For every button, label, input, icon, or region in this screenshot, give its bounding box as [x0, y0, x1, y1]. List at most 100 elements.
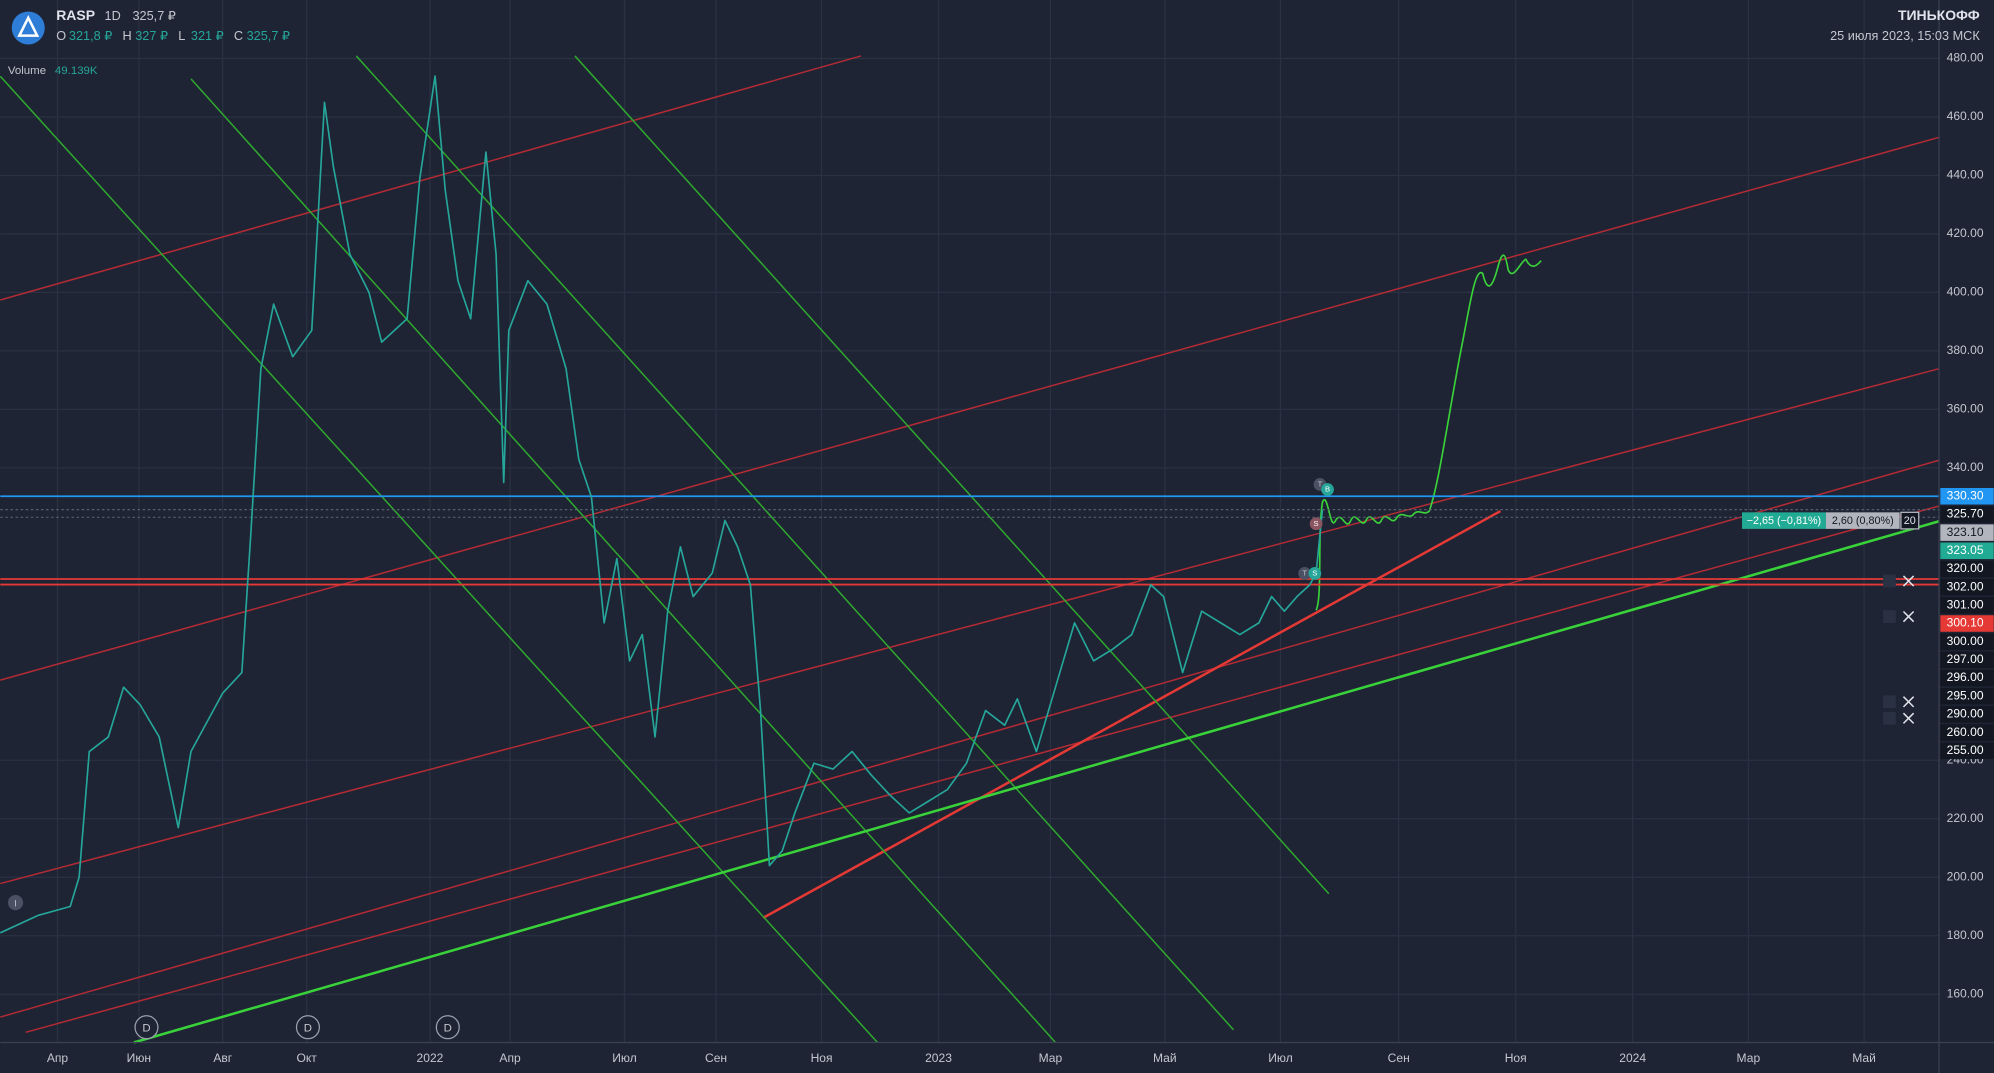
volume-label: Volume: [8, 65, 46, 77]
price-label: 300.10: [1947, 616, 1984, 630]
close-icons[interactable]: [1902, 575, 1915, 724]
pnl-box[interactable]: [1741, 512, 1826, 529]
y-tick-label: 180.00: [1947, 928, 1984, 942]
ohlc-key: C: [234, 28, 243, 43]
x-tick-label: 2023: [925, 1051, 952, 1065]
alerts: [1883, 574, 1915, 725]
info-marker[interactable]: [7, 895, 24, 911]
event-marker-label: D: [142, 1023, 150, 1035]
y-tick-label: 380.00: [1947, 343, 1984, 357]
price-label-box: [1940, 742, 1994, 760]
trade-marker-label: T: [1302, 568, 1307, 577]
x-tick-label: Мар: [1737, 1051, 1761, 1065]
alert-icon[interactable]: [1883, 711, 1896, 725]
price-label-box: [1940, 651, 1994, 669]
y-tick-label: 480.00: [1947, 51, 1984, 65]
price-label: 255.00: [1947, 743, 1984, 757]
alert-icon[interactable]: [1883, 695, 1896, 709]
price-label-box: [1940, 669, 1994, 687]
symbol: RASP: [56, 7, 95, 23]
trade-marker-label: T: [1318, 479, 1323, 488]
price-label: 296.00: [1947, 670, 1984, 684]
x-tick-label: Ноя: [811, 1051, 833, 1065]
event-marker[interactable]: [295, 1015, 321, 1040]
x-tick-label: Мар: [1039, 1051, 1063, 1065]
y-tick-label: 420.00: [1947, 226, 1984, 240]
ohlc-key: H: [123, 28, 132, 43]
price-line-series: [0, 75, 1324, 934]
x-tick-label: Апр: [499, 1051, 521, 1065]
price-label: 300.00: [1947, 634, 1984, 648]
alert-icon[interactable]: [1883, 610, 1896, 623]
price-label: 290.00: [1947, 707, 1984, 721]
price-label-box: [1940, 597, 1994, 614]
event-marker-label: D: [304, 1023, 312, 1035]
forecast-sketch: [1315, 254, 1542, 611]
price-label-box: [1940, 724, 1994, 741]
axes: 160.00180.00200.00220.00240.00340.00360.…: [47, 51, 1994, 1065]
trend-line: [0, 367, 1940, 885]
info-marker-label: I: [14, 898, 16, 908]
y-tick-label: 440.00: [1947, 168, 1984, 182]
y-tick-label: 340.00: [1947, 460, 1984, 474]
change: 2,60 (0,80%): [1832, 515, 1894, 527]
trade-marker-label: S: [1312, 568, 1317, 577]
trade-marker[interactable]: [1321, 483, 1334, 496]
y-tick-label: 200.00: [1947, 869, 1984, 883]
trend-line: [574, 55, 1330, 895]
change-box[interactable]: [1825, 512, 1900, 529]
trade-marker[interactable]: [1308, 567, 1322, 580]
price-label: 297.00: [1947, 652, 1984, 666]
x-tick-label: Ноя: [1505, 1051, 1527, 1065]
event-marker[interactable]: [435, 1015, 460, 1040]
trend-line: [0, 459, 1940, 1018]
price-label: 323.05: [1947, 543, 1984, 557]
trade-marker[interactable]: [1298, 567, 1312, 580]
trend-line: [25, 505, 1940, 1034]
x-tick-label: Июл: [1268, 1051, 1293, 1065]
price: 325,7 ₽: [132, 8, 175, 23]
drawings: [0, 55, 1940, 1044]
x-tick-label: Сен: [705, 1051, 727, 1065]
qty-box[interactable]: [1900, 511, 1920, 530]
ohlc-value: 321,8 ₽: [69, 28, 112, 43]
price-lines: [0, 495, 1940, 586]
price-label-box: [1940, 706, 1994, 723]
ohlc: O 321,8 ₽ H 327 ₽ L 321 ₽ C 325,7 ₽: [56, 28, 290, 43]
trade-marker[interactable]: [1309, 517, 1323, 531]
volume-value: 49.139K: [55, 65, 98, 77]
x-tick-label: 2024: [1619, 1051, 1646, 1065]
pnl: −2,65 (−0,81%): [1747, 515, 1821, 527]
x-tick-label: Июл: [612, 1051, 637, 1065]
alert-icon[interactable]: [1883, 574, 1896, 588]
interval: 1D: [105, 8, 121, 23]
y-tick-label: 360.00: [1947, 402, 1984, 416]
logo-mark: [17, 14, 40, 37]
event-marker[interactable]: [134, 1015, 159, 1040]
price-label: 320.00: [1947, 561, 1984, 575]
price-label: 302.00: [1947, 579, 1984, 593]
trade-marker-label: B: [1325, 484, 1330, 493]
price-label: 323.10: [1947, 525, 1984, 539]
price-label-box: [1940, 687, 1994, 705]
price-label-box: [1940, 542, 1994, 560]
y-tick-label: 460.00: [1947, 109, 1984, 123]
price-label: 301.00: [1947, 598, 1984, 612]
x-tick-label: Авг: [213, 1051, 232, 1065]
trend-line: [0, 136, 1940, 681]
price-label-box: [1940, 524, 1994, 541]
trend-line: [133, 520, 1940, 1044]
price-label-box: [1940, 633, 1994, 650]
y-tick-label: 220.00: [1947, 811, 1984, 825]
trend-line: [0, 55, 862, 301]
price-label: 295.00: [1947, 688, 1984, 702]
price-label: 325.70: [1947, 507, 1984, 521]
x-tick-label: Май: [1153, 1051, 1177, 1065]
x-tick-label: Апр: [47, 1051, 69, 1065]
y-tick-label: 400.00: [1947, 285, 1984, 299]
x-tick-label: 2022: [417, 1051, 444, 1065]
ohlc-value: 327 ₽: [135, 28, 168, 43]
